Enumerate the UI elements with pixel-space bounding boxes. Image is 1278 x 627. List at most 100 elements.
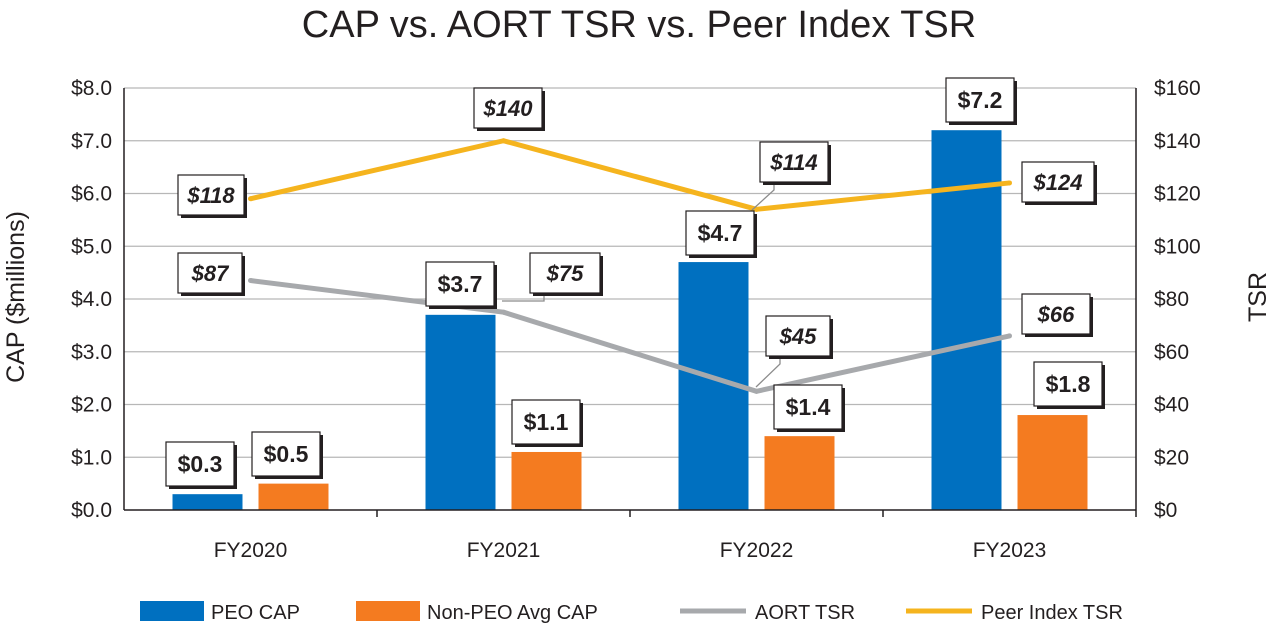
- line-point: [501, 138, 506, 144]
- left-tick-label: $3.0: [71, 341, 112, 364]
- callout-box: [765, 315, 831, 357]
- bar-value-label: $3.7: [425, 261, 497, 309]
- bar-value-label-text: $1.4: [786, 394, 831, 420]
- bar-value-label-text: $3.7: [438, 271, 483, 297]
- chart-title: CAP vs. AORT TSR vs. Peer Index TSR: [302, 4, 976, 46]
- line-value-label: $87: [177, 252, 245, 296]
- line-value-label: $118: [177, 174, 247, 218]
- line-value-label-text: $66: [1037, 302, 1075, 327]
- bar-value-label: $0.3: [165, 441, 237, 489]
- callout-leader: [755, 356, 781, 388]
- callout-box: [251, 431, 321, 477]
- line-value-label-text: $45: [779, 324, 817, 349]
- callout-box: [773, 384, 843, 430]
- series-line: [250, 278, 1011, 394]
- right-tick-label: $20: [1154, 446, 1189, 469]
- callout-box: [945, 77, 1015, 123]
- right-tick-label: $160: [1154, 77, 1201, 100]
- line-value-label: $45: [755, 315, 833, 388]
- callout-box: [759, 141, 829, 183]
- legend-item: PEO CAP: [140, 601, 300, 624]
- lines: [248, 138, 1012, 394]
- right-tick-label: $140: [1154, 130, 1201, 153]
- line-point: [501, 309, 506, 315]
- right-axis-label: TSR: [1244, 272, 1272, 322]
- x-tick-label: FY2021: [467, 539, 541, 562]
- bar-value-label-text: $1.1: [524, 409, 569, 435]
- callout-box: [1021, 293, 1091, 335]
- bar-value-label-text: $0.5: [264, 441, 309, 467]
- bar: [931, 130, 1002, 510]
- line-point: [754, 206, 759, 212]
- legend-label: Non-PEO Avg CAP: [427, 602, 598, 624]
- line-value-label-text: $114: [769, 150, 817, 175]
- line-point: [754, 388, 759, 394]
- left-tick-label: $8.0: [71, 77, 112, 100]
- right-tick-label: $0: [1154, 499, 1177, 522]
- right-tick-label: $80: [1154, 288, 1189, 311]
- line-point: [1007, 180, 1012, 186]
- legend-label: Peer Index TSR: [981, 602, 1123, 624]
- callout-box: [1021, 161, 1095, 203]
- line-value-label: $124: [1021, 161, 1097, 205]
- bar: [425, 314, 496, 510]
- line-value-label: $75: [502, 252, 603, 302]
- callout-box: [425, 261, 495, 307]
- right-tick-label: $40: [1154, 394, 1189, 417]
- bar: [764, 436, 835, 510]
- left-axis-label: CAP ($millions): [2, 211, 30, 383]
- line-point: [248, 278, 253, 284]
- bar: [258, 483, 329, 510]
- left-tick-label: $7.0: [71, 130, 112, 153]
- legend-item: Peer Index TSR: [906, 602, 1123, 624]
- series-line: [249, 138, 1010, 212]
- bars: [172, 130, 1088, 510]
- x-tick-label: FY2020: [214, 539, 288, 562]
- legend: PEO CAP Non-PEO Avg CAP AORT TSR Peer Index…: [140, 601, 1123, 624]
- legend-item: Non-PEO Avg CAP: [356, 601, 598, 624]
- line-value-label: $66: [1021, 293, 1093, 337]
- legend-label: AORT TSR: [755, 602, 855, 624]
- legend-swatch: [356, 601, 420, 621]
- left-tick-label: $1.0: [71, 446, 112, 469]
- bar-value-label-text: $7.2: [958, 87, 1003, 113]
- line-value-label-text: $124: [1033, 170, 1083, 195]
- x-tick-label: FY2023: [973, 539, 1047, 562]
- callout-box: [529, 252, 601, 294]
- axes: $0.0 $0 $1.0 $20 $2.0 $40 $3.0 $60 $4.0 $80 $5.0 $1…: [71, 77, 1201, 562]
- left-tick-label: $4.0: [71, 288, 112, 311]
- bar-value-label: $4.7: [685, 210, 757, 258]
- callout-box: [177, 174, 245, 216]
- right-tick-label: $100: [1154, 235, 1201, 258]
- left-tick-label: $5.0: [71, 235, 112, 258]
- left-tick-label: $6.0: [71, 183, 112, 206]
- bar-value-label-text: $4.7: [698, 220, 743, 246]
- bar-value-label: $1.4: [773, 384, 845, 432]
- callout-box: [165, 441, 235, 487]
- line-value-label-text: $118: [186, 183, 235, 208]
- bar-value-label: $7.2: [945, 77, 1017, 125]
- line-value-label-text: $140: [483, 96, 534, 121]
- legend-swatch: [140, 601, 204, 621]
- bar-value-label-text: $1.8: [1046, 371, 1091, 397]
- legend-item: AORT TSR: [680, 602, 855, 624]
- bar-value-label: $0.5: [251, 431, 323, 479]
- callout-box: [1033, 361, 1103, 407]
- callout-box: [511, 399, 581, 445]
- callout-box: [685, 210, 755, 256]
- line-value-label-text: $87: [191, 261, 230, 286]
- line-point: [248, 196, 253, 202]
- right-tick-label: $60: [1154, 341, 1189, 364]
- line-point: [1007, 333, 1012, 339]
- bar-value-label-text: $0.3: [178, 451, 223, 477]
- bar-value-label: $1.8: [1033, 361, 1105, 409]
- line-value-label-text: $75: [546, 261, 584, 286]
- legend-label: PEO CAP: [211, 602, 300, 624]
- left-tick-label: $0.0: [71, 499, 112, 522]
- callout-box: [473, 87, 543, 129]
- right-tick-label: $120: [1154, 183, 1201, 206]
- bar: [511, 451, 582, 510]
- x-tick-label: FY2022: [720, 539, 794, 562]
